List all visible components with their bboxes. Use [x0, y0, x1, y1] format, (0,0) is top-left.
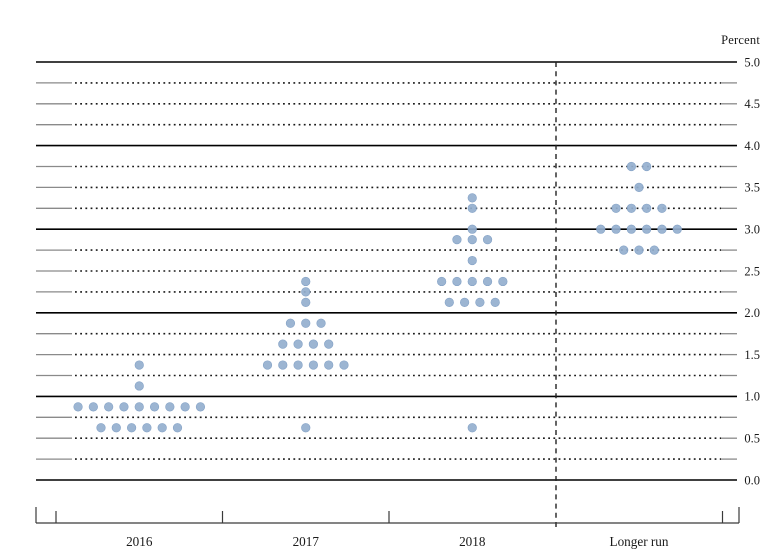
projection-dot — [134, 402, 144, 412]
projection-dot — [149, 402, 160, 412]
projection-dot — [460, 297, 470, 307]
projection-dot — [467, 203, 477, 213]
projection-dot — [467, 276, 477, 287]
projection-dot — [482, 235, 493, 245]
y-tick-label: 2.0 — [744, 306, 760, 320]
y-tick-label: 3.5 — [744, 181, 760, 195]
x-category-label: 2018 — [459, 534, 486, 549]
projection-dot — [157, 423, 167, 433]
projection-dot — [634, 182, 644, 192]
projection-dot — [452, 276, 462, 287]
projection-dot — [634, 245, 644, 255]
projection-dot — [73, 402, 83, 412]
projection-dot — [119, 402, 129, 412]
projection-dot — [619, 245, 629, 255]
projection-dot — [657, 224, 667, 234]
projection-dot — [104, 402, 114, 412]
projection-dot — [301, 287, 311, 297]
projection-dot — [127, 423, 137, 433]
projection-dot — [672, 224, 682, 234]
projection-dot — [626, 224, 636, 234]
projection-dot — [96, 423, 106, 433]
y-tick-label: 0.0 — [744, 473, 760, 487]
projection-dot — [642, 203, 652, 213]
y-tick-label: 3.0 — [744, 223, 760, 237]
projection-dot — [642, 161, 652, 172]
projection-dot — [88, 402, 98, 412]
x-category-label: 2016 — [126, 534, 153, 549]
projection-dot — [437, 276, 447, 287]
projection-dot — [642, 224, 652, 234]
projection-dot — [324, 339, 334, 349]
projection-dot — [324, 360, 334, 370]
y-tick-label: 4.0 — [744, 139, 760, 153]
projection-dot — [626, 161, 636, 172]
projection-dot — [596, 224, 606, 234]
y-tick-label: 2.5 — [744, 264, 760, 278]
y-tick-label: 5.0 — [744, 55, 760, 69]
projection-dot — [278, 360, 288, 370]
projection-dot — [111, 423, 121, 433]
y-axis-unit-label: Percent — [721, 33, 760, 47]
projection-dot — [475, 297, 485, 307]
projection-dot — [142, 423, 152, 433]
projection-dot — [293, 360, 303, 370]
projection-dot — [301, 276, 311, 287]
projection-dot — [165, 402, 175, 412]
projection-dot — [195, 402, 206, 412]
projection-dot — [467, 255, 477, 266]
projection-dot — [611, 203, 621, 213]
projection-dot — [293, 339, 303, 349]
projection-dot — [626, 203, 636, 213]
x-category-label: Longer run — [610, 534, 669, 549]
projection-dot — [467, 235, 477, 245]
projection-dot — [649, 245, 659, 255]
projection-dot — [134, 360, 144, 370]
projection-dot — [482, 276, 493, 287]
projection-dot — [308, 339, 319, 349]
y-tick-label: 4.5 — [744, 97, 760, 111]
projection-dot — [308, 360, 319, 370]
y-tick-label: 1.5 — [744, 348, 760, 362]
projection-dot — [262, 360, 273, 370]
projection-dot — [278, 339, 288, 349]
projection-dot — [467, 224, 477, 234]
projection-dot — [134, 381, 144, 391]
projection-dot — [180, 402, 190, 412]
projection-dot — [172, 423, 183, 433]
projection-dot — [444, 297, 454, 307]
projection-dot — [498, 276, 508, 287]
projection-dot — [490, 297, 500, 307]
projection-dot — [452, 235, 462, 245]
projection-dot — [467, 423, 477, 433]
x-category-label: 2017 — [293, 534, 320, 549]
projection-dot — [657, 203, 667, 213]
y-tick-label: 0.5 — [744, 432, 760, 446]
projection-dot — [467, 193, 477, 203]
projection-dot — [316, 318, 326, 328]
projection-dot — [611, 224, 621, 234]
projection-dot — [301, 423, 311, 433]
projection-dot — [301, 318, 311, 328]
projection-dot — [285, 318, 296, 328]
y-tick-label: 1.0 — [744, 390, 760, 404]
projection-dot — [339, 360, 349, 370]
projection-dot — [301, 297, 311, 307]
